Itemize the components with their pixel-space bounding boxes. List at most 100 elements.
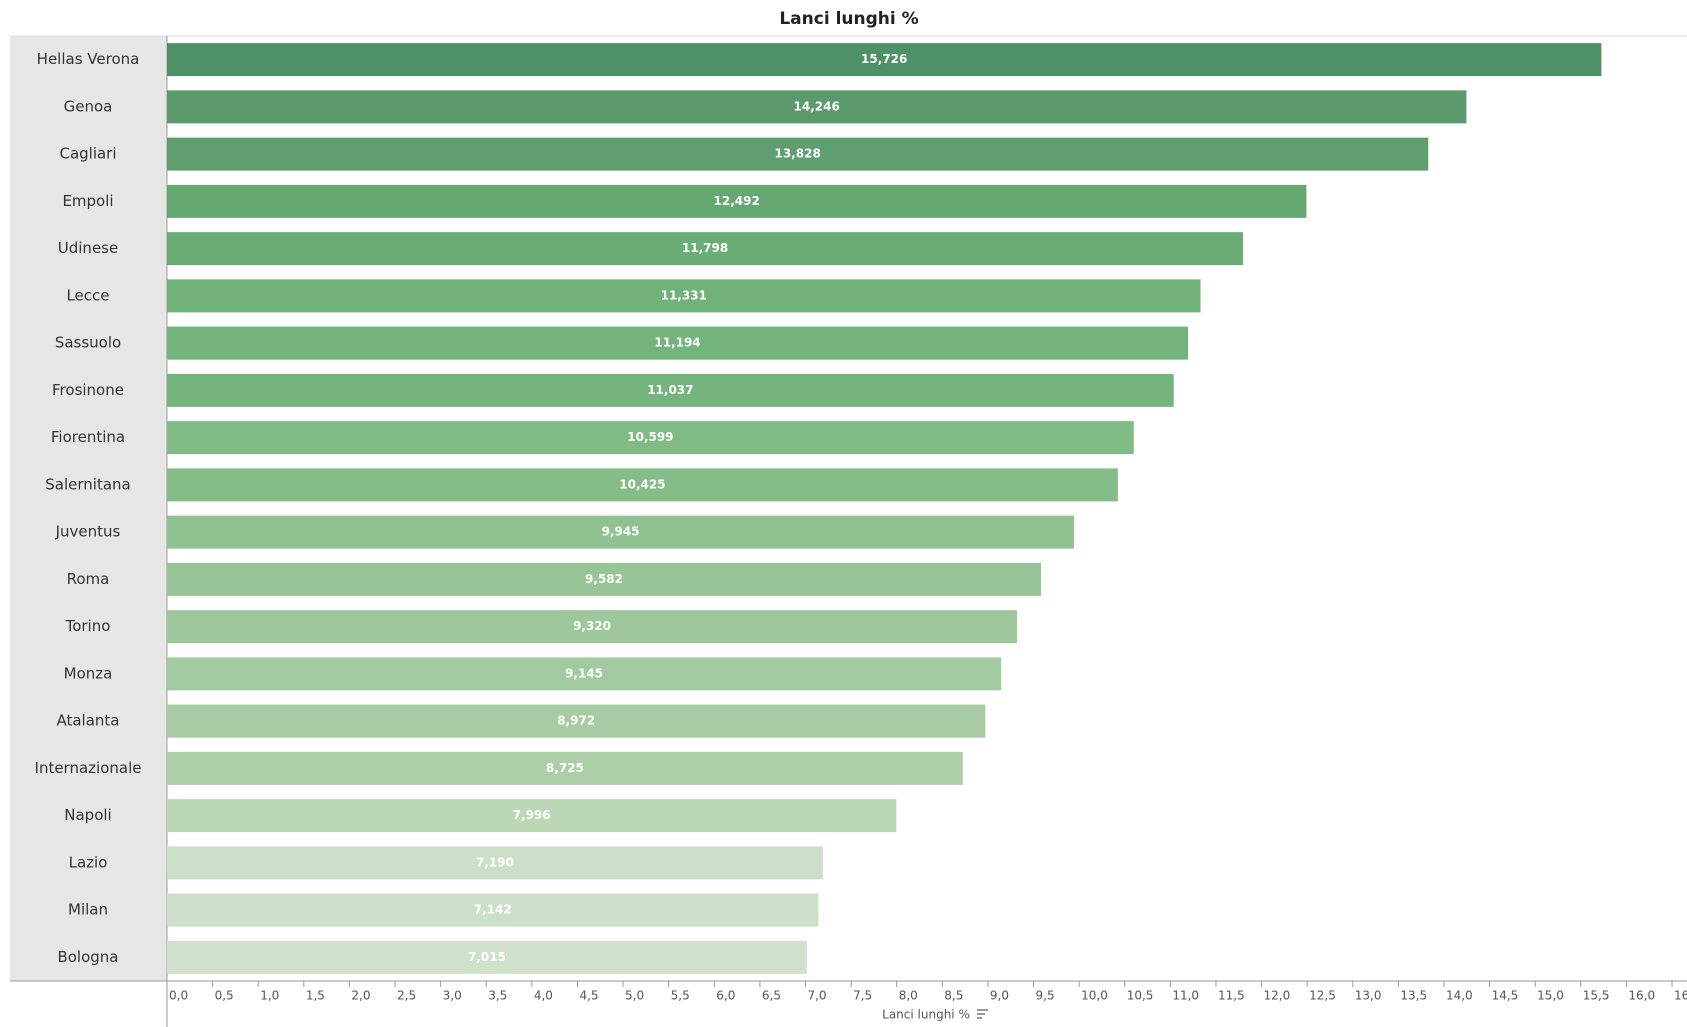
- bar: [167, 90, 1467, 124]
- y-tick-label: Frosinone: [52, 381, 124, 399]
- y-tick-label: Milan: [68, 901, 108, 919]
- x-tick-label: 13,0: [1355, 989, 1382, 1003]
- bar: [167, 43, 1602, 77]
- bar: [167, 232, 1244, 266]
- x-tick-label: 2,5: [397, 989, 416, 1003]
- value-label: 7,190: [476, 855, 514, 869]
- value-label: 14,246: [794, 99, 840, 113]
- value-label: 15,726: [861, 52, 907, 66]
- value-label: 10,599: [627, 430, 673, 444]
- x-tick-label: 13,5: [1400, 989, 1427, 1003]
- sort-icon: [977, 1009, 988, 1019]
- x-tick-label: 5,5: [671, 989, 690, 1003]
- value-label: 10,425: [619, 477, 665, 491]
- y-tick-label: Bologna: [57, 948, 118, 966]
- y-tick-label: Empoli: [62, 192, 113, 210]
- value-label: 9,145: [565, 666, 603, 680]
- bar: [167, 515, 1075, 549]
- value-label: 7,996: [513, 808, 551, 822]
- value-label: 13,828: [774, 147, 820, 161]
- y-tick-label: Napoli: [64, 806, 111, 824]
- x-tick-label: 12,5: [1309, 989, 1336, 1003]
- bar: [167, 940, 807, 974]
- y-tick-label: Genoa: [64, 97, 113, 115]
- x-tick-label: 16,5: [1674, 989, 1687, 1003]
- x-tick-label: 6,0: [716, 989, 735, 1003]
- row-header-bg: [10, 36, 167, 981]
- y-tick-label: Fiorentina: [51, 428, 125, 446]
- x-tick-label: 7,0: [807, 989, 826, 1003]
- x-tick-label: 1,5: [306, 989, 325, 1003]
- y-tick-label: Monza: [64, 664, 113, 682]
- chart-title: Lanci lunghi %: [779, 9, 918, 29]
- y-tick-label: Roma: [67, 570, 110, 588]
- x-tick-label: 16,0: [1628, 989, 1655, 1003]
- x-tick-label: 1,0: [260, 989, 279, 1003]
- bar: [167, 562, 1041, 596]
- value-label: 7,015: [468, 950, 506, 964]
- x-tick-label: 10,5: [1127, 989, 1154, 1003]
- x-tick-label: 9,5: [1036, 989, 1055, 1003]
- y-tick-label: Juventus: [55, 523, 121, 541]
- value-label: 8,972: [557, 714, 595, 728]
- y-tick-label: Udinese: [58, 239, 118, 257]
- bar: [167, 279, 1201, 313]
- x-tick-label: 0,0: [169, 989, 188, 1003]
- bar: [167, 468, 1118, 502]
- bar: [167, 421, 1134, 455]
- bar: [167, 657, 1002, 691]
- bar: [167, 893, 819, 927]
- bar: [167, 846, 823, 880]
- value-label: 11,194: [654, 336, 700, 350]
- y-tick-label: Hellas Verona: [37, 50, 140, 68]
- y-tick-label: Atalanta: [56, 712, 119, 730]
- x-tick-label: 9,0: [990, 989, 1009, 1003]
- x-tick-label: 12,0: [1264, 989, 1291, 1003]
- x-tick-label: 14,0: [1446, 989, 1473, 1003]
- y-tick-label: Sassuolo: [55, 334, 121, 352]
- value-label: 11,798: [682, 241, 728, 255]
- y-tick-label: Salernitana: [45, 475, 130, 493]
- x-tick-label: 14,5: [1492, 989, 1519, 1003]
- value-label: 9,582: [585, 572, 623, 586]
- x-tick-label: 6,5: [762, 989, 781, 1003]
- x-tick-label: 15,0: [1537, 989, 1564, 1003]
- x-tick-label: 5,0: [625, 989, 644, 1003]
- y-tick-label: Internazionale: [35, 759, 142, 777]
- value-label: 11,331: [661, 288, 707, 302]
- x-tick-label: 8,0: [899, 989, 918, 1003]
- x-tick-label: 0,5: [215, 989, 234, 1003]
- y-tick-label: Torino: [65, 617, 111, 635]
- x-tick-label: 4,0: [534, 989, 553, 1003]
- x-tick-label: 11,0: [1172, 989, 1199, 1003]
- x-tick-label: 4,5: [579, 989, 598, 1003]
- value-label: 8,725: [546, 761, 584, 775]
- bar: [167, 184, 1307, 218]
- x-tick-label: 8,5: [944, 989, 963, 1003]
- bar: [167, 373, 1174, 407]
- x-tick-label: 3,5: [488, 989, 507, 1003]
- x-tick-label: 11,5: [1218, 989, 1245, 1003]
- x-tick-label: 2,0: [351, 989, 370, 1003]
- bar: [167, 704, 986, 738]
- value-label: 11,037: [647, 383, 693, 397]
- bar: [167, 799, 897, 833]
- x-axis-label: Lanci lunghi %: [882, 1008, 970, 1022]
- x-tick-label: 3,0: [443, 989, 462, 1003]
- bar: [167, 137, 1429, 171]
- bar: [167, 751, 963, 785]
- value-label: 7,142: [474, 903, 512, 917]
- x-tick-label: 10,0: [1081, 989, 1108, 1003]
- y-tick-label: Lazio: [69, 853, 108, 871]
- value-label: 9,945: [602, 525, 640, 539]
- y-tick-label: Lecce: [66, 286, 109, 304]
- value-label: 12,492: [714, 194, 760, 208]
- bar: [167, 610, 1018, 644]
- y-tick-label: Cagliari: [59, 145, 116, 163]
- x-tick-label: 15,5: [1583, 989, 1610, 1003]
- x-tick-label: 7,5: [853, 989, 872, 1003]
- bar: [167, 326, 1189, 360]
- value-label: 9,320: [573, 619, 611, 633]
